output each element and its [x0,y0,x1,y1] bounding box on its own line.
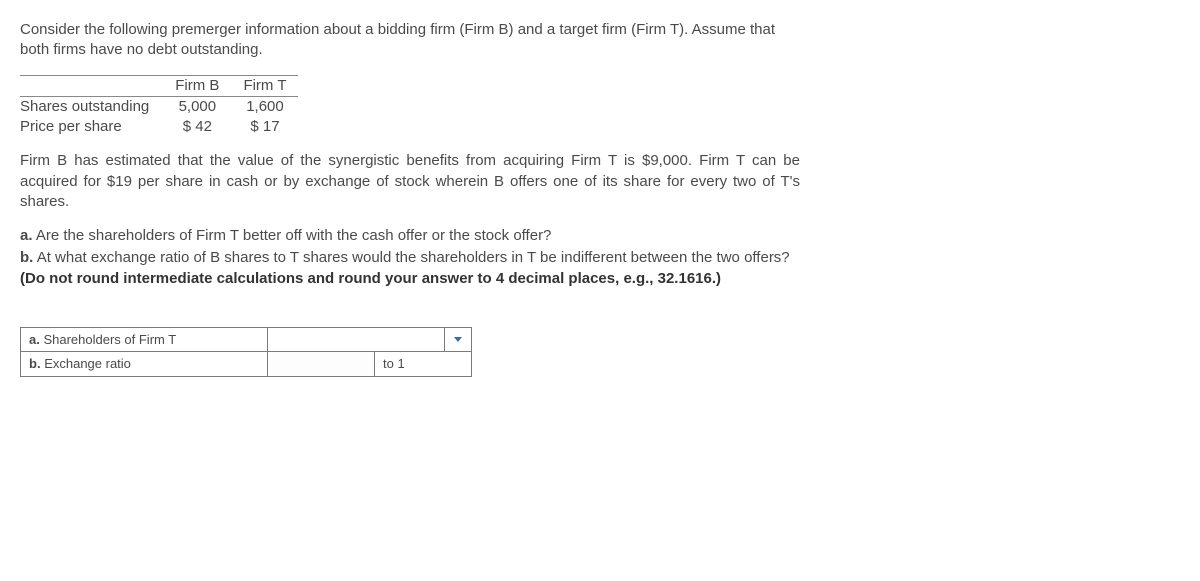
answer-row-b: b. Exchange ratio to 1 [21,352,472,377]
question-a-text: Are the shareholders of Firm T better of… [36,227,552,244]
exchange-ratio-input[interactable] [276,355,370,372]
question-b: b. At what exchange ratio of B shares to… [20,248,800,289]
answer-a-label: Shareholders of Firm T [43,332,176,347]
table-corner [20,75,163,96]
answer-a-label-cell: a. Shareholders of Firm T [21,327,268,352]
answer-b-label-cell: b. Exchange ratio [21,352,268,377]
cell-b: 5,000 [163,96,231,117]
answer-row-a: a. Shareholders of Firm T [21,327,472,352]
cell-b: $ 42 [163,117,231,137]
question-b-note: (Do not round intermediate calculations … [20,270,721,287]
answer-b-label: Exchange ratio [44,356,131,371]
synergy-paragraph: Firm B has estimated that the value of t… [20,151,800,212]
answer-a-marker: a. [29,332,40,347]
intro-paragraph: Consider the following premerger informa… [20,20,800,61]
cell-t: 1,600 [231,96,298,117]
marker-b: b. [20,249,33,266]
answer-b-marker: b. [29,356,41,371]
answer-b-input-cell [268,352,375,377]
col-header-firm-t: Firm T [231,75,298,96]
chevron-down-icon [454,337,462,342]
row-label: Shares outstanding [20,96,163,117]
cell-t: $ 17 [231,117,298,137]
answer-table: a. Shareholders of Firm T b. Exchange ra… [20,327,472,377]
col-header-firm-b: Firm B [163,75,231,96]
answer-b-suffix: to 1 [375,352,472,377]
marker-a: a. [20,227,33,244]
premerger-data-table: Firm B Firm T Shares outstanding 5,000 1… [20,75,298,138]
question-a: a. Are the shareholders of Firm T better… [20,226,800,246]
question-container: Consider the following premerger informa… [20,20,800,377]
question-list: a. Are the shareholders of Firm T better… [20,226,800,289]
row-label: Price per share [20,117,163,137]
question-b-text: At what exchange ratio of B shares to T … [37,249,790,266]
table-row: Shares outstanding 5,000 1,600 [20,96,298,117]
table-row: Price per share $ 42 $ 17 [20,117,298,137]
answer-a-dropdown[interactable] [268,327,445,352]
answer-a-dropdown-toggle[interactable] [445,327,472,352]
